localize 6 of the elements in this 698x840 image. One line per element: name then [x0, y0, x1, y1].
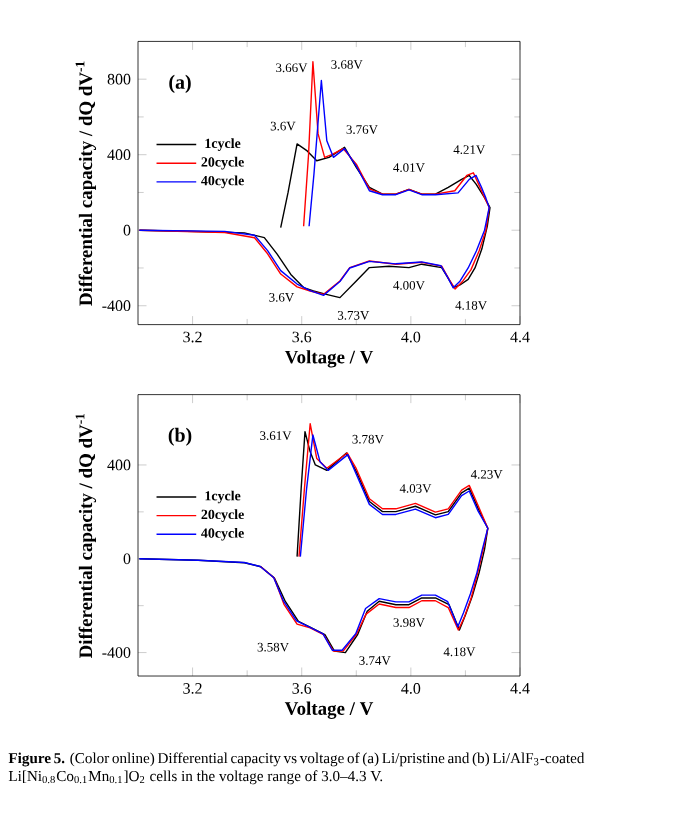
- x-axis-title: Voltage / V: [284, 701, 374, 719]
- y-axis-title: Differential capacity / dQ dV$^{-1}$: [75, 413, 97, 659]
- text: (b): [168, 427, 192, 446]
- x-axis-title: Voltage / V: [284, 350, 374, 368]
- text: (a): [169, 74, 191, 93]
- y-axis-title: Differential capacity / dQ dV$^{-1}$: [75, 61, 97, 306]
